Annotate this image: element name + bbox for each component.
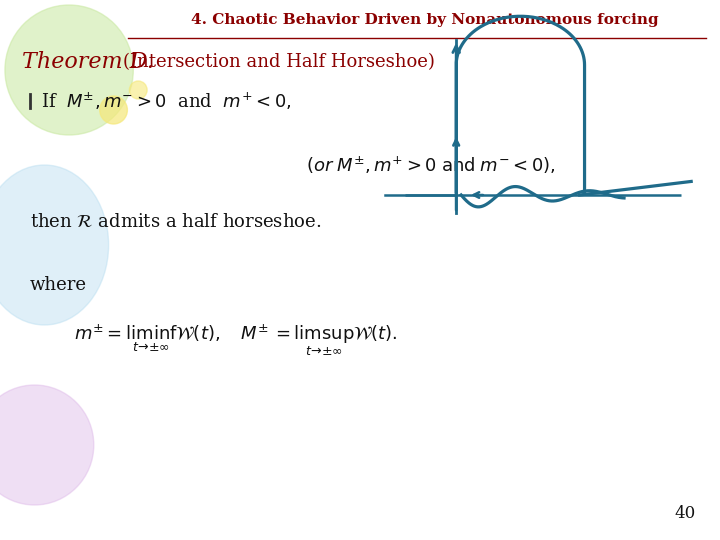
Text: then $\mathcal{R}$ admits a half horseshoe.: then $\mathcal{R}$ admits a half horsesh… (30, 213, 321, 231)
Text: 4. Chaotic Behavior Driven by Nonautonomous forcing: 4. Chaotic Behavior Driven by Nonautonom… (191, 13, 658, 27)
Circle shape (130, 81, 147, 99)
Text: (Intersection and Half Horseshoe): (Intersection and Half Horseshoe) (123, 53, 436, 71)
Text: $(or\;M^{\pm},m^{+}>0\;\mathrm{and}\;m^{-}<0),$: $(or\;M^{\pm},m^{+}>0\;\mathrm{and}\;m^{… (306, 154, 556, 176)
Circle shape (100, 96, 127, 124)
Text: $m^{\pm} = \liminf_{t\to\pm\infty} \mathcal{W}(t),\quad M^{\pm} = \limsup_{t\to\: $m^{\pm} = \liminf_{t\to\pm\infty} \math… (74, 322, 397, 358)
Text: Theorem D.: Theorem D. (22, 51, 154, 73)
Circle shape (5, 5, 133, 135)
Text: 40: 40 (675, 505, 696, 522)
Text: If  $M^{\pm},m^{-}>0$  and  $m^{+}<0,$: If $M^{\pm},m^{-}>0$ and $m^{+}<0,$ (42, 90, 292, 112)
Ellipse shape (0, 165, 109, 325)
Circle shape (0, 385, 94, 505)
Text: where: where (30, 276, 86, 294)
